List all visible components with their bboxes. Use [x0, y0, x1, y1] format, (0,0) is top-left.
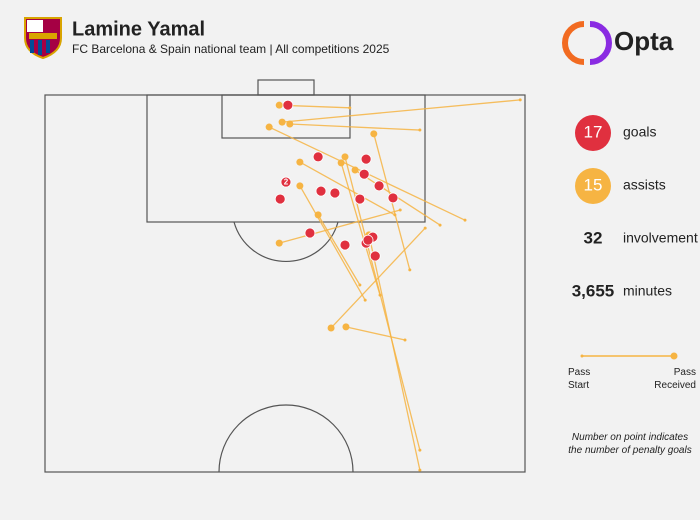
pass-line: [317, 214, 361, 286]
pass-received: [275, 101, 283, 109]
opta-logo: Opta: [562, 21, 674, 65]
pass-line: [344, 156, 421, 451]
goal: [373, 180, 385, 192]
goal: [354, 193, 366, 205]
brand: Opta: [614, 26, 674, 56]
stat-label: goals: [623, 124, 656, 140]
pass-start: [423, 226, 427, 230]
pass-start: [393, 213, 397, 217]
goal: [329, 187, 341, 199]
pass-received: [337, 159, 345, 167]
goal: [280, 176, 292, 188]
goal: [358, 168, 370, 180]
goal: [360, 153, 372, 165]
stat-value: 32: [584, 228, 603, 247]
pass-start: [463, 218, 467, 222]
pass-start: [418, 448, 422, 452]
pass-start: [408, 268, 412, 272]
pass-start: [398, 208, 402, 212]
pass-received: [351, 166, 359, 174]
legend-start: [580, 354, 584, 358]
pass-received: [296, 182, 304, 190]
stat-value: 15: [584, 175, 603, 194]
pass-received: [265, 123, 273, 131]
stat-value: 3,655: [572, 281, 615, 300]
title: Lamine Yamal: [72, 18, 205, 40]
pass-start: [348, 106, 352, 110]
goal: [274, 193, 286, 205]
pass-start: [418, 128, 422, 132]
pass-line: [282, 99, 521, 123]
note: Number on point indicates the number of p…: [568, 432, 691, 456]
legend-start-label: Pass Start: [568, 367, 590, 391]
goal: [362, 234, 374, 246]
pass-line: [299, 161, 396, 216]
pass-received: [314, 211, 322, 219]
pass-received: [341, 153, 349, 161]
pass-start: [438, 223, 442, 227]
pass-line: [345, 326, 406, 341]
pass-received: [278, 118, 286, 126]
pass-received: [286, 120, 294, 128]
goal: [312, 151, 324, 163]
stat-label: minutes: [623, 283, 672, 299]
stat-label: assists: [623, 177, 666, 193]
stat-badge: [575, 115, 611, 151]
pass-received: [296, 158, 304, 166]
pass-line: [279, 209, 401, 244]
penalty-count: 2: [284, 178, 289, 187]
pass-start: [403, 338, 407, 342]
pitch: [44, 79, 526, 473]
pass-line: [368, 234, 421, 471]
goal: [304, 227, 316, 239]
legend-end-label: Pass Received: [654, 367, 696, 391]
subtitle: FC Barcelona & Spain national team | All…: [72, 42, 390, 56]
pass-start: [418, 468, 422, 472]
goal: [315, 185, 327, 197]
pass-line: [330, 227, 426, 329]
pass-received: [370, 130, 378, 138]
pass-start: [363, 298, 367, 302]
pass-line: [289, 123, 420, 131]
goal: [282, 99, 294, 111]
pass-line: [340, 162, 381, 296]
pass-start: [518, 98, 522, 102]
stat-label: involvement: [623, 230, 698, 246]
goal: [387, 192, 399, 204]
goal: [369, 250, 381, 262]
pass-received: [327, 324, 335, 332]
stat-value: 17: [584, 122, 603, 141]
stat-badge: [575, 168, 611, 204]
pass-start: [358, 283, 362, 287]
club-badge: [24, 17, 62, 60]
pass-line: [299, 185, 366, 301]
pass-start: [378, 293, 382, 297]
goal: [339, 239, 351, 251]
pass-received: [342, 323, 350, 331]
pass-received: [275, 239, 283, 247]
legend-end: [670, 352, 678, 360]
